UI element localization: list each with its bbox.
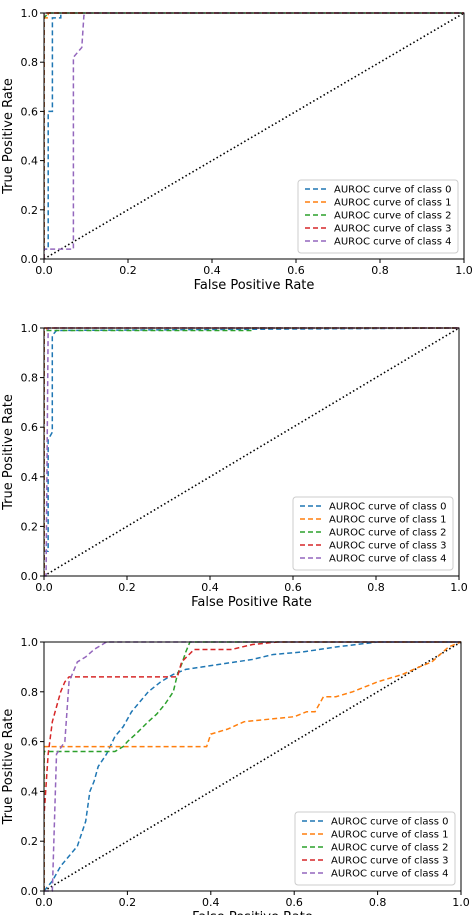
legend: AUROC curve of class 0 AUROC curve of cla… bbox=[292, 496, 454, 571]
x-tick-label: 0.0 bbox=[35, 581, 53, 594]
y-axis-label: True Positive Rate bbox=[1, 394, 16, 511]
legend-label-class-4: AUROC curve of class 4 bbox=[334, 237, 452, 248]
legend-box bbox=[297, 179, 459, 254]
x-tick-label: 1.0 bbox=[455, 264, 473, 277]
y-tick-label: 1.0 bbox=[21, 322, 39, 335]
x-tick-label: 1.0 bbox=[450, 581, 468, 594]
legend: AUROC curve of class 0 AUROC curve of cla… bbox=[294, 811, 456, 886]
legend-box bbox=[292, 496, 454, 571]
x-tick-label: 0.8 bbox=[367, 581, 385, 594]
roc-chart-3: 0.0 0.2 0.4 0.6 0.8 1.0 0.0 0.2 0.4 0.6 0.8 1.0 Fals… bbox=[1, 636, 470, 915]
x-tick-label: 1.0 bbox=[452, 896, 470, 909]
legend-label-class-4: AUROC curve of class 4 bbox=[331, 869, 449, 880]
legend-label-class-3: AUROC curve of class 3 bbox=[334, 224, 452, 235]
roc-chart-1: 0.0 0.2 0.4 0.6 0.8 1.0 0.0 0.2 0.4 0.6 0.8 1.0 Fals… bbox=[1, 7, 473, 293]
diagonal-reference-line bbox=[44, 641, 461, 892]
x-tick-label: 0.2 bbox=[119, 896, 137, 909]
legend-label-class-1: AUROC curve of class 1 bbox=[331, 830, 449, 841]
y-tick-label: 0.6 bbox=[21, 105, 39, 118]
y-tick-label: 0.2 bbox=[21, 520, 39, 533]
x-tick-label: 0.8 bbox=[369, 896, 387, 909]
x-tick-label: 0.4 bbox=[202, 896, 220, 909]
y-tick-label: 0.0 bbox=[21, 570, 39, 583]
x-tick-label: 0.2 bbox=[119, 264, 137, 277]
x-tick-label: 0.6 bbox=[287, 264, 305, 277]
y-tick-label: 0.0 bbox=[21, 253, 39, 266]
y-tick-label: 1.0 bbox=[21, 636, 39, 649]
y-tick-label: 0.2 bbox=[21, 835, 39, 848]
y-tick-label: 0.4 bbox=[21, 155, 39, 168]
x-axis-label: False Positive Rate bbox=[194, 278, 315, 293]
diagonal-reference-line bbox=[44, 327, 459, 577]
legend: AUROC curve of class 0 AUROC curve of cla… bbox=[297, 179, 459, 254]
legend-label-class-2: AUROC curve of class 2 bbox=[329, 528, 447, 539]
series-line-class-2 bbox=[44, 641, 461, 891]
y-tick-label: 0.4 bbox=[21, 471, 39, 484]
legend-label-class-0: AUROC curve of class 0 bbox=[334, 185, 452, 196]
x-tick-label: 0.0 bbox=[35, 264, 53, 277]
legend-label-class-4: AUROC curve of class 4 bbox=[329, 554, 447, 565]
y-tick-label: 0.6 bbox=[21, 736, 39, 749]
y-tick-label: 1.0 bbox=[21, 7, 39, 20]
x-tick-label: 0.6 bbox=[284, 581, 302, 594]
x-tick-label: 0.0 bbox=[35, 896, 53, 909]
legend-label-class-2: AUROC curve of class 2 bbox=[334, 211, 452, 222]
y-tick-label: 0.8 bbox=[21, 686, 39, 699]
series-line-class-4 bbox=[44, 641, 461, 892]
y-axis-label: True Positive Rate bbox=[1, 709, 16, 826]
y-axis-label: True Positive Rate bbox=[1, 78, 16, 195]
legend-label-class-3: AUROC curve of class 3 bbox=[329, 541, 447, 552]
diagonal-reference-line bbox=[44, 12, 464, 260]
plot-frame bbox=[43, 641, 462, 892]
legend-label-class-1: AUROC curve of class 1 bbox=[329, 515, 447, 526]
roc-chart-2: 0.0 0.2 0.4 0.6 0.8 1.0 0.0 0.2 0.4 0.6 0.8 1.0 Fals… bbox=[1, 322, 468, 610]
x-tick-label: 0.4 bbox=[203, 264, 221, 277]
legend-label-class-0: AUROC curve of class 0 bbox=[331, 817, 449, 828]
legend-box bbox=[294, 811, 456, 886]
legend-label-class-1: AUROC curve of class 1 bbox=[334, 198, 452, 209]
y-tick-label: 0.2 bbox=[21, 204, 39, 217]
y-tick-label: 0.8 bbox=[21, 372, 39, 385]
series-line-class-3 bbox=[44, 641, 461, 891]
legend-label-class-2: AUROC curve of class 2 bbox=[331, 843, 449, 854]
legend-label-class-0: AUROC curve of class 0 bbox=[329, 502, 447, 513]
y-tick-label: 0.4 bbox=[21, 785, 39, 798]
x-axis-label: False Positive Rate bbox=[192, 910, 313, 915]
legend-label-class-3: AUROC curve of class 3 bbox=[331, 856, 449, 867]
plot-area bbox=[44, 641, 461, 892]
x-tick-label: 0.4 bbox=[201, 581, 219, 594]
x-tick-label: 0.6 bbox=[285, 896, 303, 909]
plot-frame bbox=[43, 12, 465, 260]
series-line-class-1 bbox=[44, 641, 461, 891]
x-axis-label: False Positive Rate bbox=[191, 595, 312, 610]
x-tick-label: 0.8 bbox=[371, 264, 389, 277]
y-tick-label: 0.6 bbox=[21, 421, 39, 434]
y-tick-label: 0.0 bbox=[21, 885, 39, 898]
x-tick-label: 0.2 bbox=[118, 581, 136, 594]
plot-frame bbox=[43, 327, 460, 577]
y-tick-label: 0.8 bbox=[21, 56, 39, 69]
series-line-class-0 bbox=[44, 641, 461, 892]
